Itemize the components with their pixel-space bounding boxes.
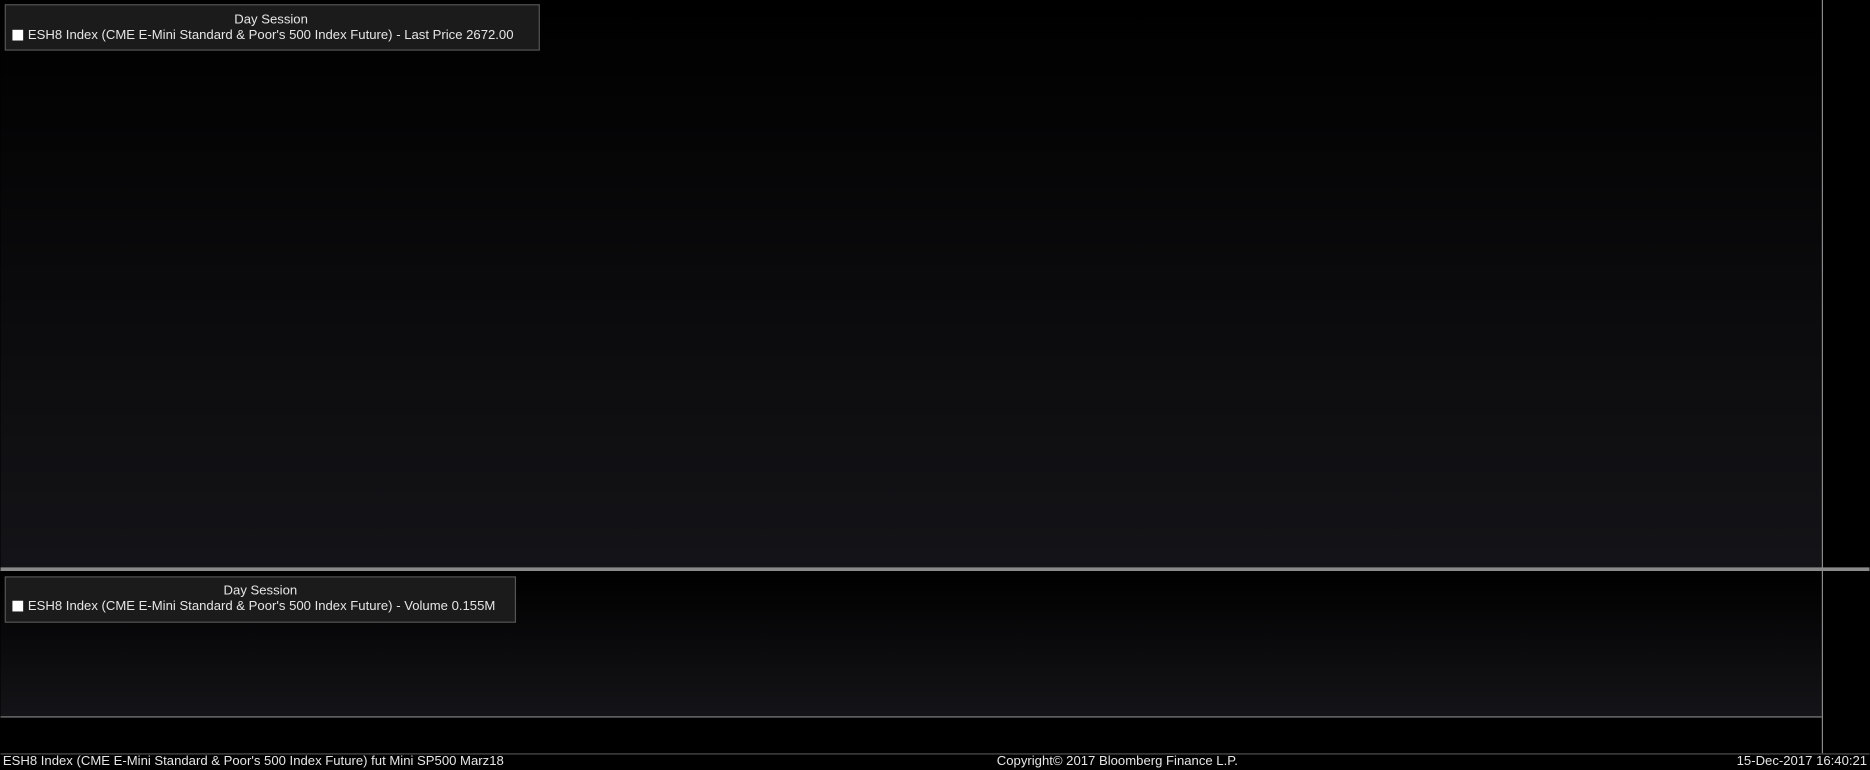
footer-center: Copyright© 2017 Bloomberg Finance L.P. (997, 753, 1238, 768)
footer-left: ESH8 Index (CME E-Mini Standard & Poor's… (3, 753, 504, 768)
price-panel (0, 0, 1822, 568)
price-title: Day Session (234, 12, 308, 27)
price-legend-box (4, 4, 540, 51)
volume-title: Day Session (224, 583, 298, 598)
legend-swatch (12, 29, 24, 41)
legend-swatch (12, 600, 24, 612)
footer-right: 15-Dec-2017 16:40:21 (1737, 753, 1867, 768)
price-subtitle: ESH8 Index (CME E-Mini Standard & Poor's… (28, 27, 514, 42)
volume-subtitle: ESH8 Index (CME E-Mini Standard & Poor's… (28, 598, 495, 613)
volume-legend-box (4, 576, 517, 623)
